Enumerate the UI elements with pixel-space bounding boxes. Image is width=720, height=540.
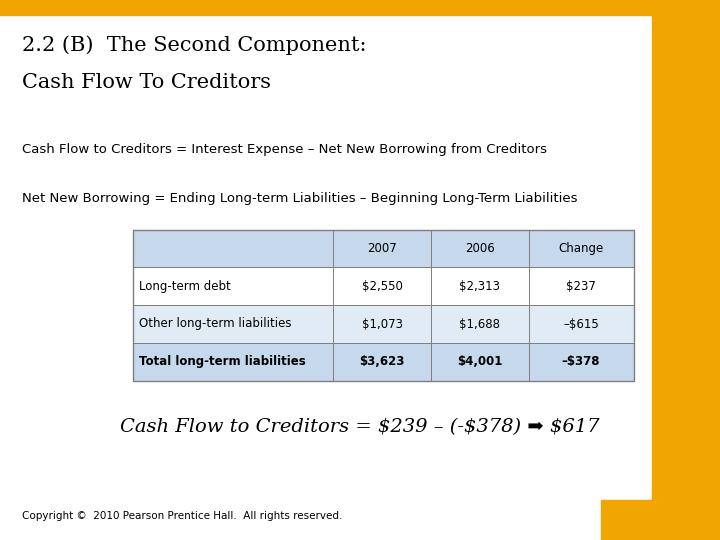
Text: $2,550: $2,550 (361, 280, 402, 293)
Text: –$615: –$615 (563, 318, 599, 330)
Text: $4,001: $4,001 (457, 355, 503, 368)
Text: Total long-term liabilities: Total long-term liabilities (139, 355, 306, 368)
Text: –$378: –$378 (562, 355, 600, 368)
Text: $237: $237 (566, 280, 596, 293)
Text: $1,073: $1,073 (361, 318, 402, 330)
Text: Cash Flow to Creditors = $239 – (-$378) ➡ $617: Cash Flow to Creditors = $239 – (-$378) … (120, 418, 600, 436)
Text: Change: Change (559, 242, 603, 255)
Text: $2,313: $2,313 (459, 280, 500, 293)
Text: 2006: 2006 (465, 242, 495, 255)
Text: Cash Flow To Creditors: Cash Flow To Creditors (22, 73, 271, 92)
Text: Net New Borrowing = Ending Long-term Liabilities – Beginning Long-Term Liabiliti: Net New Borrowing = Ending Long-term Lia… (22, 192, 577, 205)
Text: Other long-term liabilities: Other long-term liabilities (139, 318, 292, 330)
Text: $3,623: $3,623 (359, 355, 405, 368)
Text: $1,688: $1,688 (459, 318, 500, 330)
Text: Long-term debt: Long-term debt (139, 280, 230, 293)
Text: 2.2 (B)  The Second Component:: 2.2 (B) The Second Component: (22, 35, 366, 55)
Text: 2-17: 2-17 (629, 512, 664, 526)
Text: 2007: 2007 (367, 242, 397, 255)
Text: Copyright ©  2010 Pearson Prentice Hall.  All rights reserved.: Copyright © 2010 Pearson Prentice Hall. … (22, 511, 342, 521)
Text: Cash Flow to Creditors = Interest Expense – Net New Borrowing from Creditors: Cash Flow to Creditors = Interest Expens… (22, 143, 546, 156)
